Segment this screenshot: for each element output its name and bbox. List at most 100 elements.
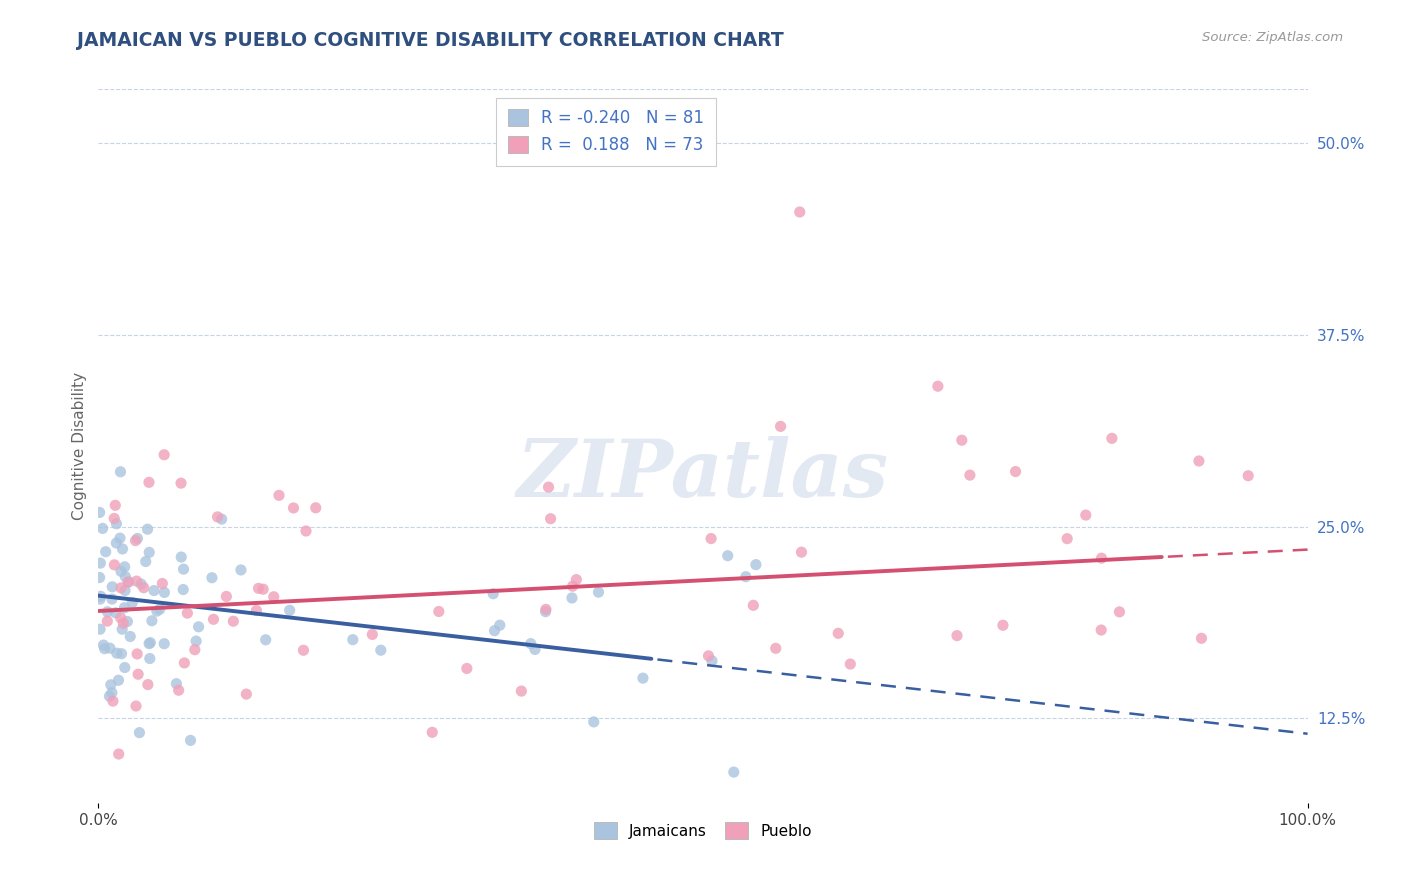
- Point: [89, 570, 111, 584]
- Point: [91, 521, 114, 535]
- Point: [734, 570, 756, 584]
- Point: [110, 581, 132, 595]
- Point: [1056, 532, 1078, 546]
- Point: [125, 699, 148, 714]
- Point: [111, 622, 134, 636]
- Point: [184, 642, 207, 657]
- Point: [120, 630, 142, 644]
- Point: [537, 480, 560, 494]
- Point: [184, 634, 207, 648]
- Legend: Jamaicans, Pueblo: Jamaicans, Pueblo: [588, 816, 818, 845]
- Point: [96, 614, 118, 628]
- Point: [561, 579, 583, 593]
- Point: [222, 614, 245, 628]
- Point: [1074, 508, 1097, 522]
- Point: [138, 475, 160, 490]
- Point: [114, 559, 136, 574]
- Point: [110, 565, 132, 579]
- Point: [124, 533, 146, 548]
- Point: [295, 524, 318, 538]
- Text: JAMAICAN VS PUEBLO COGNITIVE DISABILITY CORRELATION CHART: JAMAICAN VS PUEBLO COGNITIVE DISABILITY …: [77, 31, 785, 50]
- Point: [172, 582, 194, 597]
- Point: [510, 684, 533, 698]
- Point: [94, 545, 117, 559]
- Point: [103, 511, 125, 525]
- Point: [127, 532, 149, 546]
- Point: [723, 765, 745, 780]
- Point: [153, 448, 176, 462]
- Point: [96, 605, 118, 619]
- Point: [105, 516, 128, 531]
- Point: [139, 651, 162, 665]
- Point: [138, 545, 160, 559]
- Point: [789, 205, 811, 219]
- Point: [1188, 454, 1211, 468]
- Point: [697, 648, 720, 663]
- Point: [100, 678, 122, 692]
- Point: [170, 549, 193, 564]
- Point: [165, 676, 187, 690]
- Point: [108, 531, 131, 545]
- Point: [482, 587, 505, 601]
- Point: [127, 667, 149, 681]
- Point: [117, 575, 139, 590]
- Point: [153, 637, 176, 651]
- Point: [136, 677, 159, 691]
- Point: [101, 592, 124, 607]
- Point: [263, 590, 285, 604]
- Point: [129, 577, 152, 591]
- Point: [631, 671, 654, 685]
- Point: [245, 603, 267, 617]
- Point: [98, 689, 121, 703]
- Point: [370, 643, 392, 657]
- Point: [267, 488, 290, 502]
- Point: [215, 590, 238, 604]
- Point: [534, 605, 557, 619]
- Point: [420, 725, 443, 739]
- Point: [959, 468, 981, 483]
- Point: [110, 611, 132, 625]
- Point: [117, 574, 139, 589]
- Point: [93, 638, 115, 652]
- Point: [146, 604, 169, 618]
- Point: [484, 624, 506, 638]
- Point: [136, 522, 159, 536]
- Point: [283, 500, 305, 515]
- Point: [252, 582, 274, 597]
- Point: [104, 498, 127, 512]
- Point: [1101, 431, 1123, 445]
- Point: [207, 509, 229, 524]
- Point: [305, 500, 328, 515]
- Point: [292, 643, 315, 657]
- Point: [534, 602, 557, 616]
- Point: [202, 612, 225, 626]
- Point: [827, 626, 849, 640]
- Point: [456, 661, 478, 675]
- Point: [105, 646, 128, 660]
- Point: [254, 632, 277, 647]
- Point: [745, 558, 768, 572]
- Point: [132, 581, 155, 595]
- Point: [176, 606, 198, 620]
- Point: [180, 733, 202, 747]
- Point: [138, 637, 160, 651]
- Point: [114, 569, 136, 583]
- Point: [1191, 632, 1213, 646]
- Point: [93, 641, 115, 656]
- Point: [153, 585, 176, 599]
- Point: [98, 641, 121, 656]
- Point: [110, 465, 132, 479]
- Point: [247, 582, 270, 596]
- Point: [143, 583, 166, 598]
- Point: [540, 512, 562, 526]
- Point: [90, 590, 112, 604]
- Point: [187, 620, 209, 634]
- Point: [700, 654, 723, 668]
- Point: [125, 574, 148, 588]
- Point: [101, 580, 124, 594]
- Point: [946, 629, 969, 643]
- Text: Source: ZipAtlas.com: Source: ZipAtlas.com: [1202, 31, 1343, 45]
- Point: [790, 545, 813, 559]
- Point: [170, 476, 193, 491]
- Point: [139, 635, 162, 649]
